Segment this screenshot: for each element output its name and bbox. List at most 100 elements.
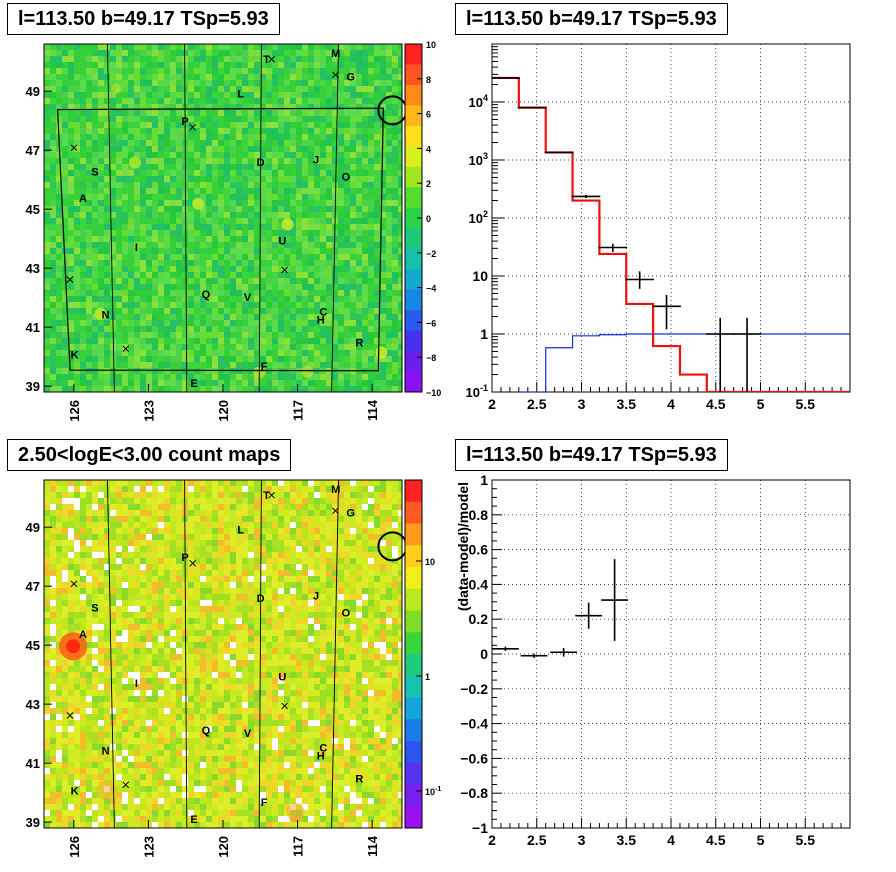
y-tick-label: 0.8 (469, 507, 489, 523)
colorbar-segment (405, 741, 422, 764)
source-label: M (331, 48, 340, 60)
residual-x-axis: 2 2.5 3 3.5 4 4.5 5 5.5 (488, 818, 851, 848)
lon-tick-label: 117 (291, 400, 306, 421)
x-tick-label: 3.5 (617, 396, 637, 412)
colorbar-segment (405, 330, 422, 352)
x-tick-label: 5.5 (796, 396, 816, 412)
y-tick-label: 103 (469, 151, 488, 168)
source-cross (268, 491, 275, 499)
y-tick-label: 0 (480, 646, 488, 662)
colorbar-segment (405, 64, 422, 86)
colorbar-label: −2 (426, 249, 436, 259)
colorbar-segment (405, 248, 422, 270)
lat-tick-label: 45 (26, 202, 40, 217)
source-label: O (342, 607, 351, 619)
source-label: T (263, 54, 270, 66)
source-label: G (346, 508, 355, 520)
lon-tick-label: 123 (141, 836, 156, 858)
colorbar-segment (405, 187, 422, 209)
colorbar-label: 2 (426, 179, 431, 189)
lat-tick-label: 43 (26, 261, 40, 276)
spectrum-chart: 2 2.5 3 3.5 4 4.5 5 5.5 10-1 1 10 102 103 104 (466, 43, 851, 412)
source-label: N (102, 746, 110, 758)
source-cross (70, 580, 78, 588)
colorbar-segment (405, 567, 422, 590)
colorbar-segment (405, 351, 422, 373)
source-label: U (278, 672, 286, 684)
count-colorbar: 10 1 10-1 (404, 479, 441, 829)
source-label: E (190, 814, 197, 826)
source-cross (358, 832, 364, 838)
colorbar-label: −6 (426, 318, 436, 328)
colorbar-segment (405, 480, 422, 503)
lat-tick-label: 47 (26, 579, 40, 594)
source-cross (358, 396, 364, 402)
source-label: V (244, 728, 252, 740)
source-label: O (342, 171, 351, 183)
x-tick-label: 3.5 (617, 832, 637, 848)
source-label: J (313, 154, 319, 166)
colorbar-segment (405, 269, 422, 291)
x-tick-label: 5.5 (796, 832, 816, 848)
y-tick-label: 102 (469, 209, 488, 226)
spectrum-y-axis: 10-1 1 10 102 103 104 (466, 46, 504, 400)
source-cross (281, 266, 288, 274)
lat-tick-label: 39 (26, 379, 40, 394)
x-tick-label: 5 (757, 832, 765, 848)
lat-tick-label: 49 (26, 84, 40, 99)
x-tick-label: 4.5 (706, 832, 726, 848)
colorbar-segment (405, 654, 422, 677)
spectrum-panel: 2 2.5 3 3.5 4 4.5 5 5.5 10-1 1 10 102 103 104 l=113.5… (448, 0, 896, 436)
y-tick-label: 10-1 (466, 383, 488, 400)
x-tick-label: 5 (757, 396, 765, 412)
lat-tick-label: 41 (26, 320, 40, 335)
y-tick-label: 104 (469, 93, 488, 110)
residual-ratio-panel: 2 2.5 3 3.5 4 4.5 5 5.5 −1 −0.8 −0.6 −0.4 −0.2 0 0.2 0.… (448, 436, 896, 872)
count-map-pixels (44, 480, 402, 828)
x-tick-label: 4 (667, 832, 675, 848)
y-tick-label: −1 (472, 820, 488, 836)
count-map-panel: T M G B L P J D O S A I U N Q V C H R K F E 126 123 120 117 114 39 4… (0, 436, 448, 872)
count-map-source-labels: T MG B L P J D O S A I U N Q V CH R K F E (66, 484, 364, 838)
colorbar-segment (405, 697, 422, 720)
x-tick-label: 2.5 (527, 832, 547, 848)
source-label: T (263, 490, 270, 502)
colorbar-label: 10-1 (425, 786, 441, 797)
y-tick-label: −0.6 (460, 750, 488, 766)
colorbar-label: 1 (425, 672, 430, 682)
source-cross (66, 276, 74, 283)
colorbar-label: 10 (425, 557, 435, 567)
source-label: P (181, 552, 188, 564)
roi-outline (56, 107, 384, 372)
colorbar-segment (405, 310, 422, 332)
residual-map-title: l=113.50 b=49.17 TSp=5.93 (7, 3, 280, 35)
source-label: E (190, 378, 197, 390)
source-label: M (331, 484, 340, 496)
source-label: U (278, 236, 286, 248)
source-label: A (79, 629, 87, 641)
residual-y-label: (data-model)/model (455, 482, 471, 611)
x-tick-label: 3 (578, 396, 586, 412)
residual-ratio-title: l=113.50 b=49.17 TSp=5.93 (455, 439, 728, 471)
colorbar-segment (405, 371, 422, 393)
lat-tick-label: 47 (26, 143, 40, 158)
lat-tick-label: 41 (26, 756, 40, 771)
colorbar-segment (405, 228, 422, 250)
x-tick-label: 4 (667, 396, 675, 412)
y-tick-label: 10 (472, 268, 488, 284)
lat-tick-label: 39 (26, 815, 40, 830)
lon-tick-label: 117 (291, 836, 306, 857)
source-label: G (346, 72, 355, 84)
y-tick-label: 0.6 (469, 542, 489, 558)
colorbar-segment (405, 146, 422, 168)
source-label: Q (202, 725, 211, 737)
colorbar-label: 8 (426, 75, 431, 85)
y-tick-label: −0.8 (460, 785, 488, 801)
residual-y-axis: −1 −0.8 −0.6 −0.4 −0.2 0 0.2 0.4 0.6 0.8 1 (460, 472, 502, 836)
residual-grid (492, 480, 850, 828)
y-tick-label: 0.4 (469, 576, 489, 592)
source-label: J (313, 590, 319, 602)
source-label: R (355, 338, 363, 350)
x-tick-label: 4.5 (706, 396, 726, 412)
